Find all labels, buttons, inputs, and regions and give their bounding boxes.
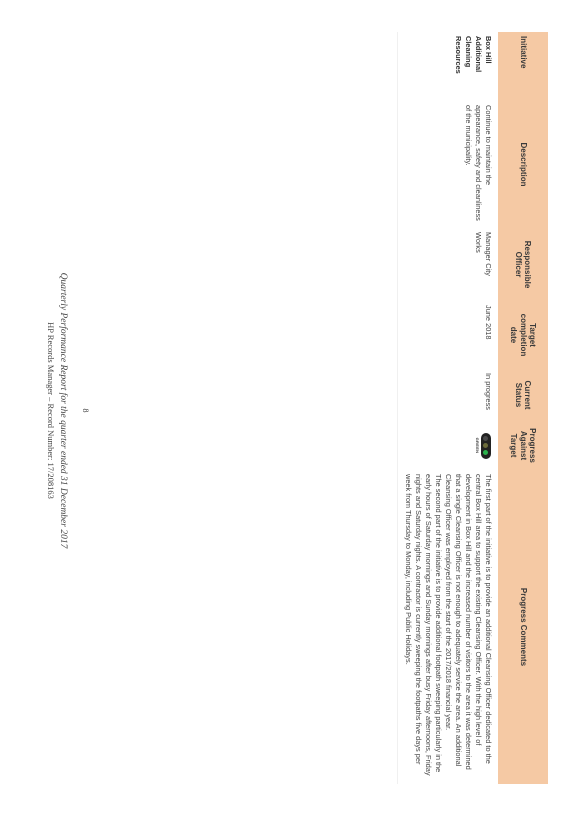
cell-initiative: Box Hill Additional Cleaning Resources <box>397 32 498 101</box>
footer-report-title: Quarterly Performance Report for the qua… <box>58 272 68 549</box>
header-target-completion: Target completion date <box>498 301 548 369</box>
footer-record-number: HP Records Manager – Record Number: 17/2… <box>46 322 56 499</box>
cell-responsible-officer: Manager City Works <box>397 228 498 301</box>
header-description: Description <box>498 101 548 228</box>
page-footer: Quarterly Performance Report for the qua… <box>46 0 68 821</box>
header-progress-against-target: Progress Against Target <box>498 421 548 470</box>
cell-description: Continue to maintain the appearance, saf… <box>397 101 498 228</box>
header-current-status: Current Status <box>498 369 548 421</box>
header-responsible-officer: Responsible Officer <box>498 228 548 301</box>
header-initiative: Initiative <box>498 32 548 101</box>
cell-progress-indicator: GREEN <box>397 421 498 470</box>
header-progress-comments: Progress Comments <box>498 470 548 784</box>
cell-progress-comments: The first part of the initiative is to p… <box>397 470 498 784</box>
table-row: Box Hill Additional Cleaning Resources C… <box>397 32 498 784</box>
traffic-light-housing <box>481 432 491 459</box>
page-number: 8 <box>81 408 90 413</box>
progress-comments-paragraph-2: The second part of the initiative is to … <box>404 474 444 776</box>
cell-target-completion: June 2018 <box>397 301 498 369</box>
traffic-lamp-amber <box>483 442 489 448</box>
progress-comments-paragraph-1: The first part of the initiative is to p… <box>444 474 493 770</box>
performance-table: Initiative Description Responsible Offic… <box>397 32 548 784</box>
cell-current-status: In progress <box>397 369 498 421</box>
traffic-lamp-red <box>483 435 489 441</box>
traffic-lamp-green <box>483 450 489 456</box>
traffic-light-icon: GREEN <box>475 425 491 466</box>
traffic-light-label: GREEN <box>475 437 480 454</box>
table-header-row: Initiative Description Responsible Offic… <box>498 32 548 784</box>
